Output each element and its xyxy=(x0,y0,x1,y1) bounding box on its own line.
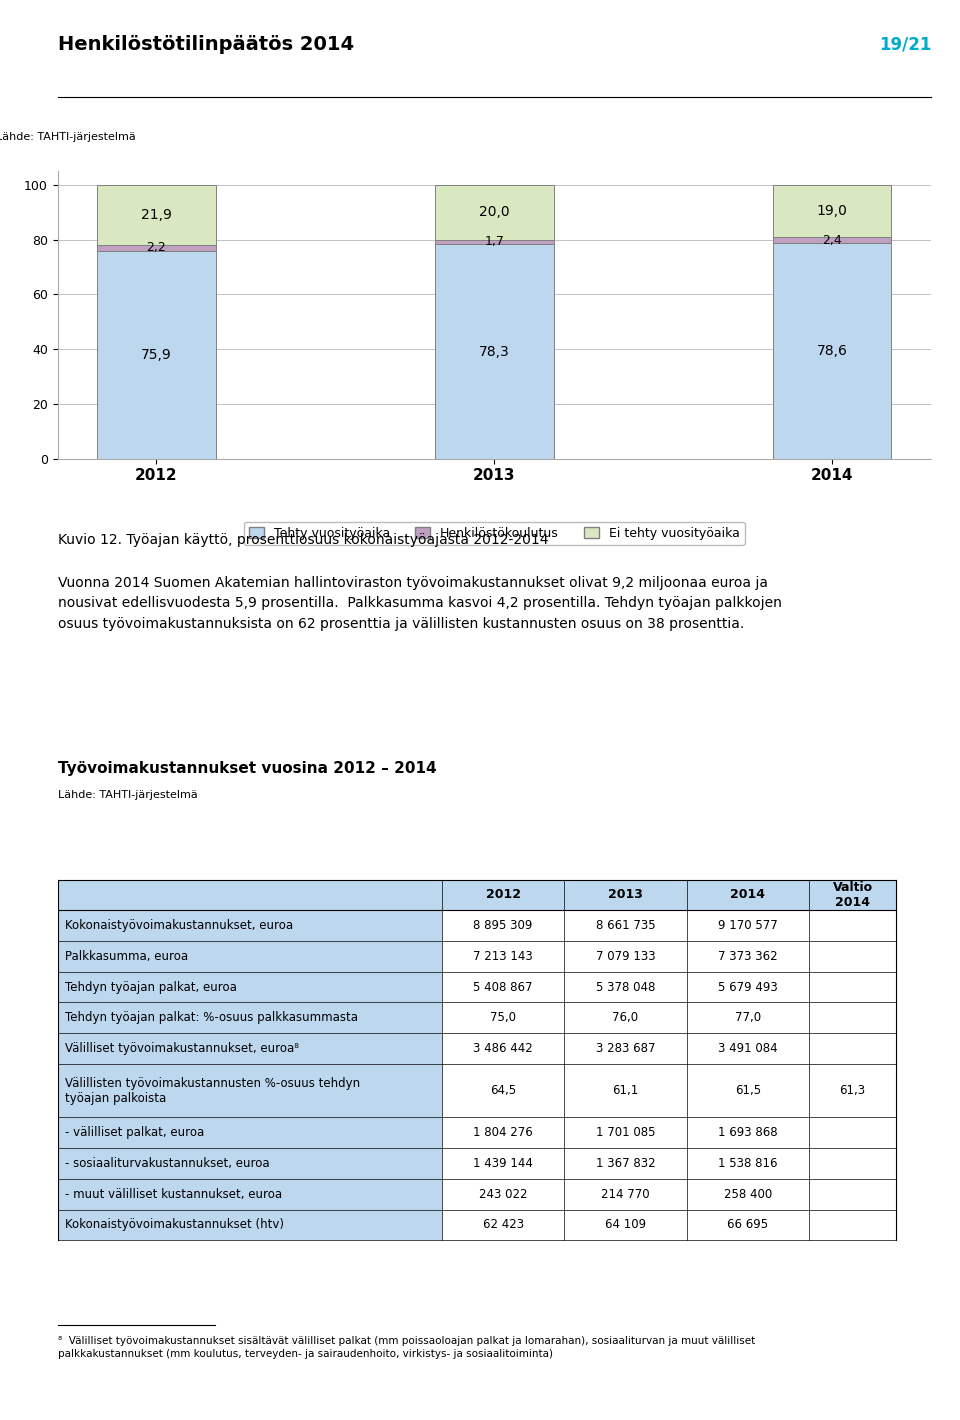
FancyBboxPatch shape xyxy=(58,1179,442,1210)
Text: 78,6: 78,6 xyxy=(817,344,848,358)
Text: 2013: 2013 xyxy=(608,889,643,902)
Text: 1 367 832: 1 367 832 xyxy=(595,1157,656,1170)
FancyBboxPatch shape xyxy=(809,879,897,910)
Text: ⁸  Välilliset työvoimakustannukset sisältävät välilliset palkat (mm poissaoloaja: ⁸ Välilliset työvoimakustannukset sisält… xyxy=(58,1335,755,1359)
Text: Välillisten työvoimakustannusten %-osuus tehdyn
työajan palkoista: Välillisten työvoimakustannusten %-osuus… xyxy=(64,1076,360,1105)
Text: 61,5: 61,5 xyxy=(734,1083,761,1098)
Bar xyxy=(97,185,216,244)
Text: Kokonaistyövoimakustannukset (htv): Kokonaistyövoimakustannukset (htv) xyxy=(64,1218,283,1231)
Text: 64,5: 64,5 xyxy=(490,1083,516,1098)
FancyBboxPatch shape xyxy=(58,1118,442,1149)
Text: 62 423: 62 423 xyxy=(483,1218,524,1231)
Text: Tehdyn työajan palkat: %-osuus palkkasummasta: Tehdyn työajan palkat: %-osuus palkkasum… xyxy=(64,1011,357,1024)
FancyBboxPatch shape xyxy=(58,1034,442,1064)
Bar xyxy=(435,185,554,240)
Text: 3 491 084: 3 491 084 xyxy=(718,1042,778,1055)
FancyBboxPatch shape xyxy=(58,879,442,910)
Text: Henkilöstötilinpäätös 2014: Henkilöstötilinpäätös 2014 xyxy=(58,36,353,54)
Text: 1 693 868: 1 693 868 xyxy=(718,1126,778,1139)
Text: 21,9: 21,9 xyxy=(141,207,172,222)
Text: 75,9: 75,9 xyxy=(141,348,172,362)
Text: 7 213 143: 7 213 143 xyxy=(473,950,533,963)
Bar xyxy=(435,244,554,459)
Text: 19/21: 19/21 xyxy=(878,36,931,54)
Bar xyxy=(435,240,554,244)
Text: 258 400: 258 400 xyxy=(724,1187,772,1201)
Text: 3 486 442: 3 486 442 xyxy=(473,1042,533,1055)
Text: 61,1: 61,1 xyxy=(612,1083,638,1098)
Legend: Tehty vuosityöaika, Henkilöstökoulutus, Ei tehty vuosityöaika: Tehty vuosityöaika, Henkilöstökoulutus, … xyxy=(244,521,745,544)
Text: 2014: 2014 xyxy=(731,889,765,902)
FancyBboxPatch shape xyxy=(442,879,564,910)
Text: 66 695: 66 695 xyxy=(727,1218,768,1231)
FancyBboxPatch shape xyxy=(58,941,442,971)
FancyBboxPatch shape xyxy=(686,879,809,910)
Text: 19,0: 19,0 xyxy=(817,204,848,217)
Text: 20,0: 20,0 xyxy=(479,206,510,219)
Text: 5 378 048: 5 378 048 xyxy=(596,980,655,994)
Text: 3 283 687: 3 283 687 xyxy=(596,1042,655,1055)
FancyBboxPatch shape xyxy=(58,1210,442,1240)
Text: 5 408 867: 5 408 867 xyxy=(473,980,533,994)
Text: Vuonna 2014 Suomen Akatemian hallintoviraston työvoimakustannukset olivat 9,2 mi: Vuonna 2014 Suomen Akatemian hallintovir… xyxy=(58,577,781,630)
FancyBboxPatch shape xyxy=(58,910,442,941)
Text: 7 373 362: 7 373 362 xyxy=(718,950,778,963)
Text: 9 170 577: 9 170 577 xyxy=(718,919,778,932)
Bar xyxy=(773,243,892,459)
Text: 77,0: 77,0 xyxy=(734,1011,761,1024)
Text: Välilliset työvoimakustannukset, euroa⁸: Välilliset työvoimakustannukset, euroa⁸ xyxy=(64,1042,299,1055)
Text: 2,4: 2,4 xyxy=(823,234,842,247)
Text: 5 679 493: 5 679 493 xyxy=(718,980,778,994)
FancyBboxPatch shape xyxy=(564,879,686,910)
Text: 61,3: 61,3 xyxy=(839,1083,866,1098)
Text: Työvoimakustannukset vuosina 2012 – 2014: Työvoimakustannukset vuosina 2012 – 2014 xyxy=(58,761,436,775)
FancyBboxPatch shape xyxy=(58,1149,442,1179)
Text: - muut välilliset kustannukset, euroa: - muut välilliset kustannukset, euroa xyxy=(64,1187,281,1201)
FancyBboxPatch shape xyxy=(58,1064,442,1118)
Text: 1,7: 1,7 xyxy=(485,236,504,248)
Text: 1 804 276: 1 804 276 xyxy=(473,1126,533,1139)
Text: 1 538 816: 1 538 816 xyxy=(718,1157,778,1170)
Text: Tehdyn työajan palkat, euroa: Tehdyn työajan palkat, euroa xyxy=(64,980,236,994)
Bar xyxy=(773,185,892,237)
Text: 64 109: 64 109 xyxy=(605,1218,646,1231)
Bar xyxy=(97,251,216,459)
Text: 243 022: 243 022 xyxy=(479,1187,527,1201)
Text: 76,0: 76,0 xyxy=(612,1011,638,1024)
Text: 2012: 2012 xyxy=(486,889,520,902)
FancyBboxPatch shape xyxy=(58,971,442,1003)
Text: Lähde: TAHTI-järjestelmä: Lähde: TAHTI-järjestelmä xyxy=(58,790,198,799)
Text: 8 661 735: 8 661 735 xyxy=(595,919,656,932)
Bar xyxy=(773,237,892,243)
Text: 75,0: 75,0 xyxy=(491,1011,516,1024)
Text: - sosiaaliturvakustannukset, euroa: - sosiaaliturvakustannukset, euroa xyxy=(64,1157,269,1170)
Text: Valtio
2014: Valtio 2014 xyxy=(832,880,873,909)
FancyBboxPatch shape xyxy=(58,1003,442,1034)
Text: Kokonaistyövoimakustannukset, euroa: Kokonaistyövoimakustannukset, euroa xyxy=(64,919,293,932)
Text: 214 770: 214 770 xyxy=(601,1187,650,1201)
Text: - välilliset palkat, euroa: - välilliset palkat, euroa xyxy=(64,1126,204,1139)
Text: Kuvio 12. Työajan käyttö, prosenttiosuus kokonaistyöajasta 2012-2014: Kuvio 12. Työajan käyttö, prosenttiosuus… xyxy=(58,532,548,547)
Text: 7 079 133: 7 079 133 xyxy=(595,950,656,963)
Text: 2,2: 2,2 xyxy=(147,241,166,254)
Text: 78,3: 78,3 xyxy=(479,345,510,358)
Text: Lähde: TAHTI-järjestelmä: Lähde: TAHTI-järjestelmä xyxy=(0,132,136,142)
Text: Palkkasumma, euroa: Palkkasumma, euroa xyxy=(64,950,188,963)
Text: 1 701 085: 1 701 085 xyxy=(596,1126,655,1139)
Text: 8 895 309: 8 895 309 xyxy=(473,919,533,932)
Text: 1 439 144: 1 439 144 xyxy=(473,1157,533,1170)
Bar xyxy=(97,244,216,251)
